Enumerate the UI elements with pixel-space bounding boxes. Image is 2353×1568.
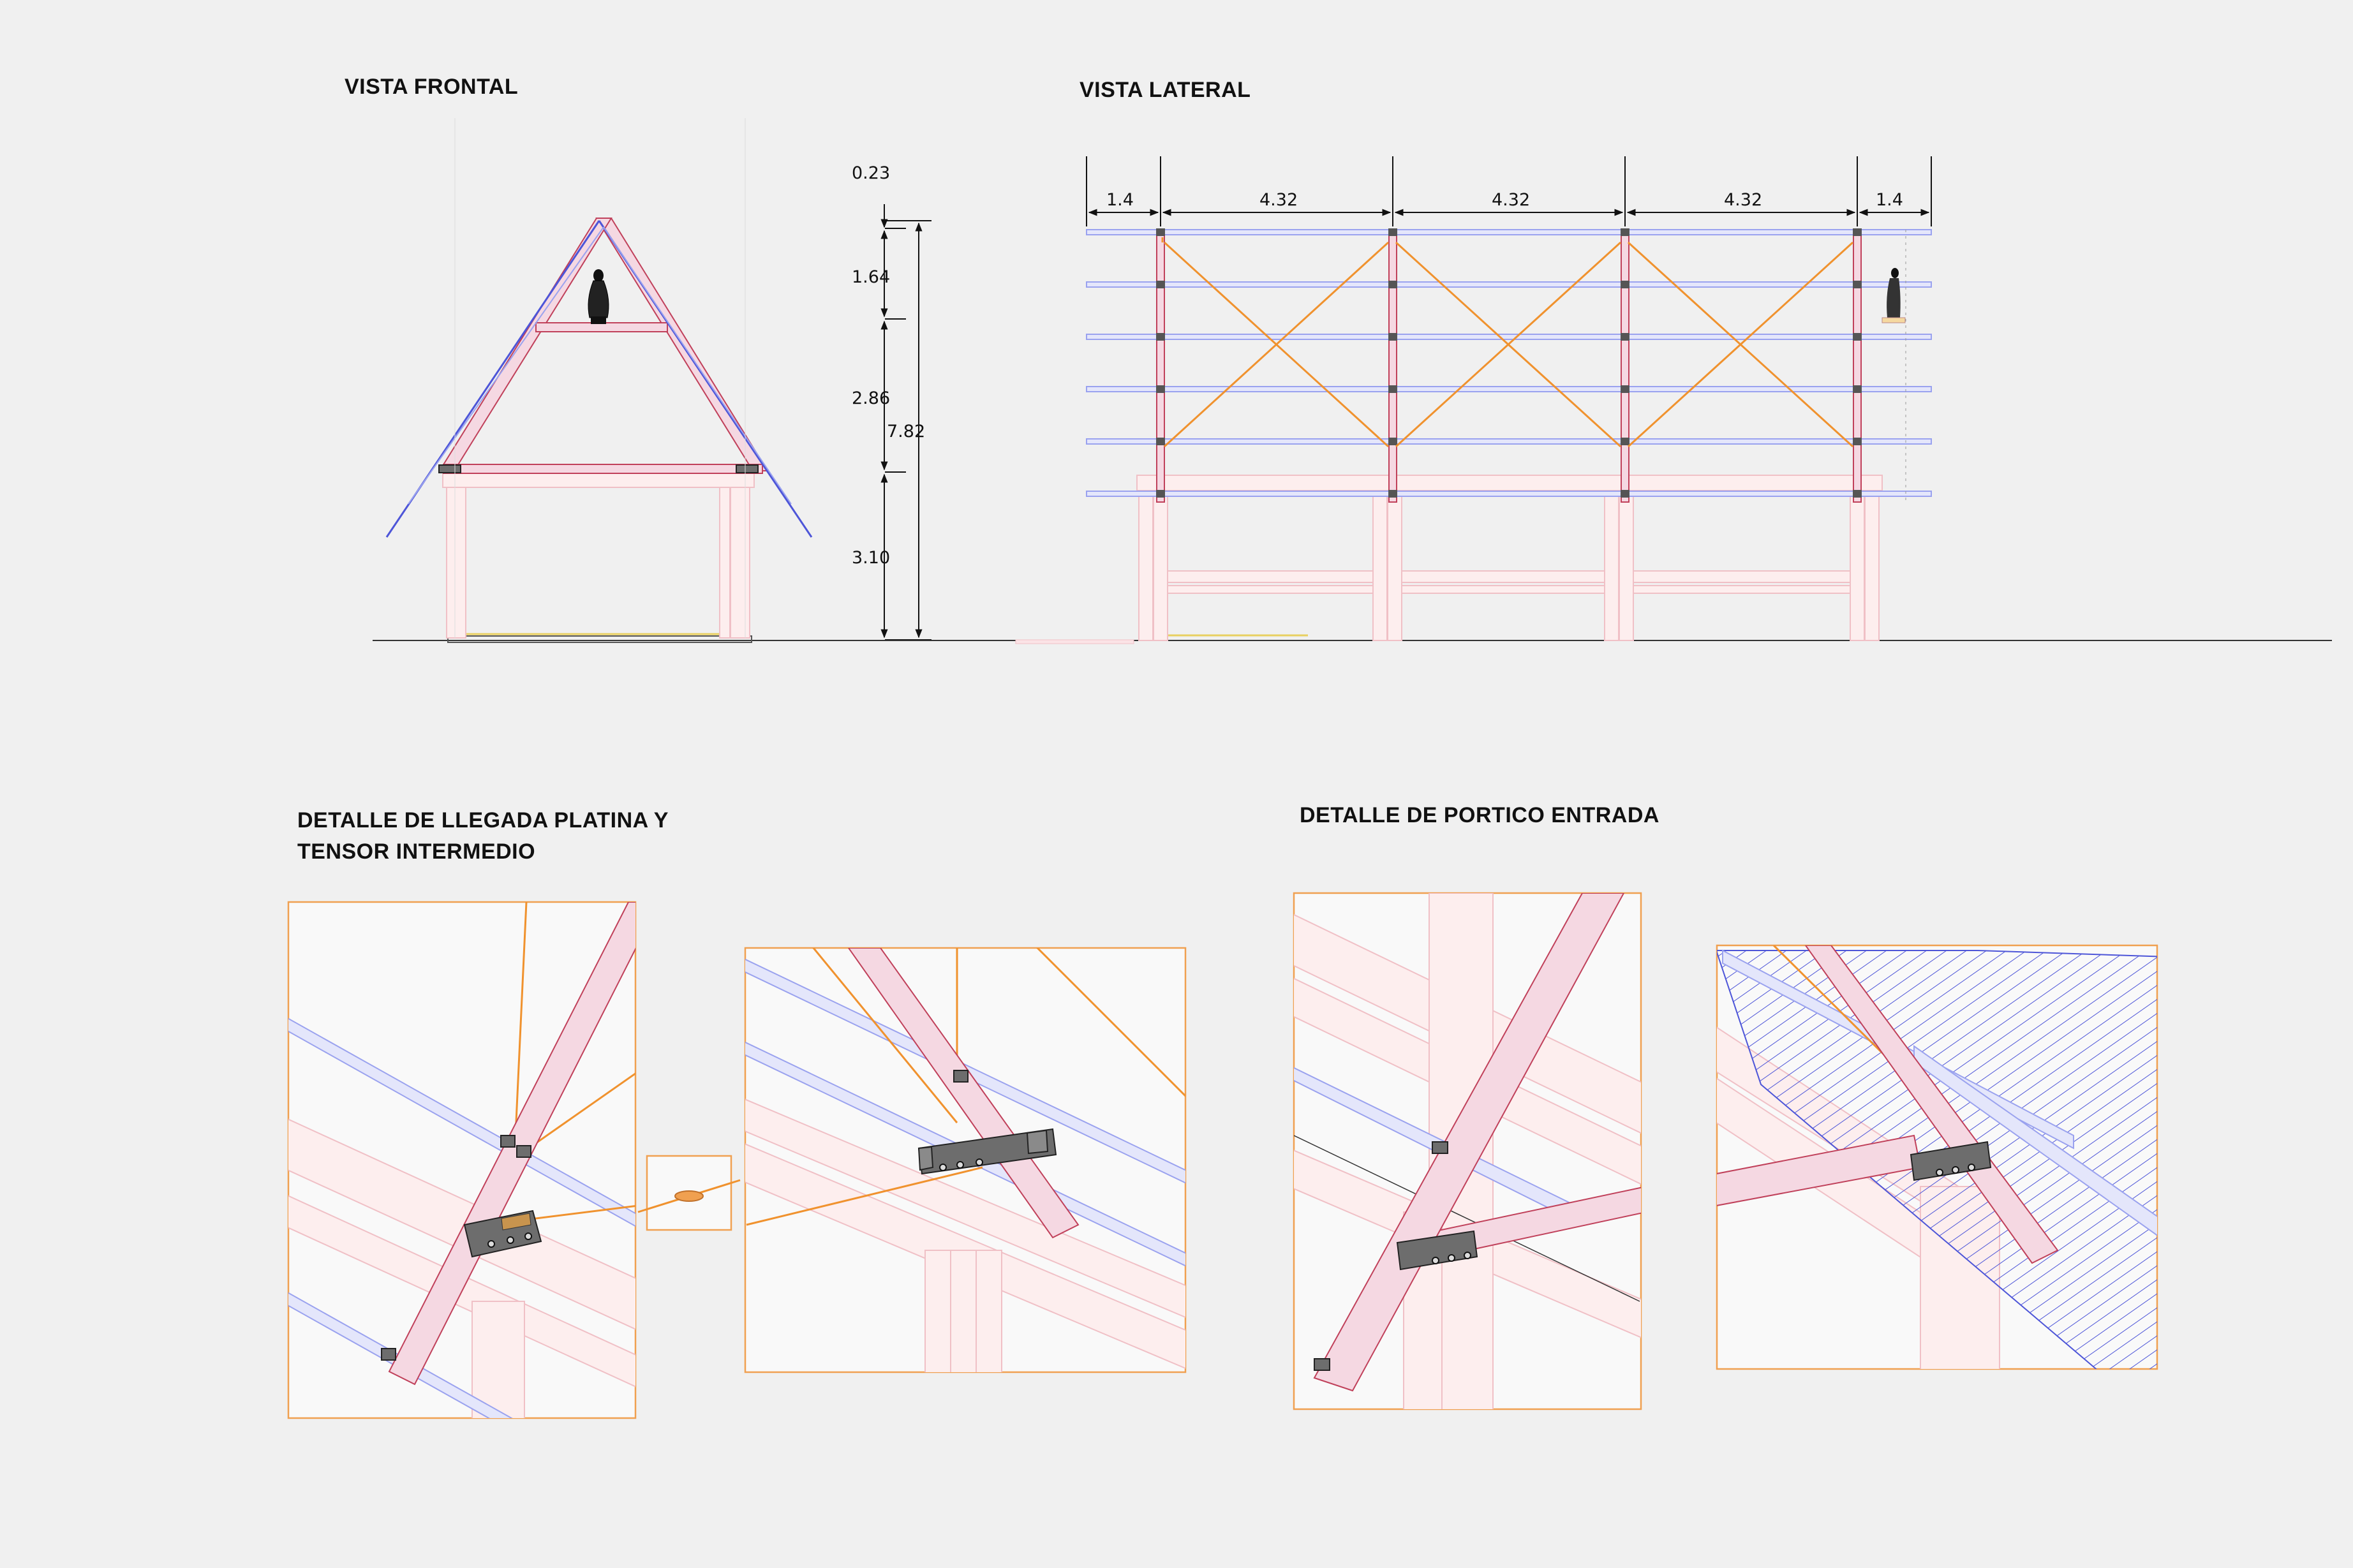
side-purlin-clip [1853,490,1862,498]
side-rafters [1156,228,1862,503]
detail-panel-platina-1 [287,901,637,1419]
side-purlin-clip [1156,281,1165,288]
side-purlin-clip [1388,438,1397,445]
dim-0-23: 0.23 [852,163,890,183]
side-view: 1.4 4.32 4.32 4.32 1.4 [791,156,2332,644]
front-left-post [446,475,466,639]
detail-panel-portico-1 [1293,892,1642,1410]
side-rafter [1853,230,1862,503]
title-detalle-portico: DETALLE DE PORTICO ENTRADA [1300,803,1659,827]
vertical-dimensions: 0.23 1.64 2.86 7.82 3.10 [852,163,932,640]
side-purlin-clip [1853,281,1862,288]
front-right-post [730,475,750,639]
side-purlin [1086,334,1932,340]
side-purlin-clip [1853,438,1862,445]
side-purlin-clip [1853,333,1862,341]
tensor-detail-box [637,1155,741,1231]
side-purlin-clip [1621,385,1629,393]
title-vista-frontal: VISTA FRONTAL [345,75,519,99]
side-purlin-clip [1388,228,1397,236]
side-purlin-clip [1388,385,1397,393]
dim-1-64: 1.64 [852,267,890,287]
dim-7-82: 7.82 [887,422,925,441]
side-purlins [1086,229,1932,497]
side-purlin-clip [1388,281,1397,288]
dim-h-3: 4.32 [1492,190,1530,210]
side-x-braces [1161,237,1854,448]
detail-panel-portico-2 [1716,944,2158,1370]
side-purlin-clip [1156,228,1165,236]
side-purlin-clip [1621,228,1629,236]
side-rafter [1621,230,1629,503]
dim-h-4: 4.32 [1724,190,1762,210]
title-detalle-platina: DETALLE DE LLEGADA PLATINA Y TENSOR INTE… [297,805,669,868]
side-purlin-clip [1853,228,1862,236]
side-rafter [1156,230,1165,503]
side-top-beam [1136,475,1883,491]
side-purlin-clip [1621,490,1629,498]
dim-h-5: 1.4 [1876,190,1903,210]
side-purlin-clip [1388,490,1397,498]
side-purlin [1086,491,1932,497]
side-rafter [1388,230,1397,503]
side-purlin-clip [1156,490,1165,498]
front-view [373,118,813,643]
side-purlin-clip [1156,333,1165,341]
horizontal-dimensions: 1.4 4.32 4.32 4.32 1.4 [1086,156,1932,226]
tensor-turnbuckle-icon [674,1190,704,1202]
side-purlin-clip [1156,438,1165,445]
side-purlin-clip [1156,385,1165,393]
side-purlin [1086,438,1932,445]
side-purlin [1086,386,1932,392]
side-purlin-clip [1621,438,1629,445]
side-purlin [1086,229,1932,235]
front-collar-tie [535,322,668,332]
side-purlin-clip [1621,333,1629,341]
title-vista-lateral: VISTA LATERAL [1080,78,1251,102]
dim-3-10: 3.10 [852,548,890,568]
virgin-statue-side-icon [1882,268,1906,323]
dim-2-86: 2.86 [852,388,890,408]
side-purlin [1086,281,1932,288]
title-detalle-platina-line1: DETALLE DE LLEGADA PLATINA Y [297,808,669,832]
side-purlin-clip [1388,333,1397,341]
title-detalle-platina-line2: TENSOR INTERMEDIO [297,839,536,864]
detail-panel-platina-2 [744,947,1187,1373]
virgin-statue-icon [588,269,609,324]
side-purlin-clip [1621,281,1629,288]
dim-h-1: 1.4 [1106,190,1134,210]
front-left-rafter [438,218,612,471]
dim-h-2: 4.32 [1259,190,1298,210]
side-purlin-clip [1853,385,1862,393]
